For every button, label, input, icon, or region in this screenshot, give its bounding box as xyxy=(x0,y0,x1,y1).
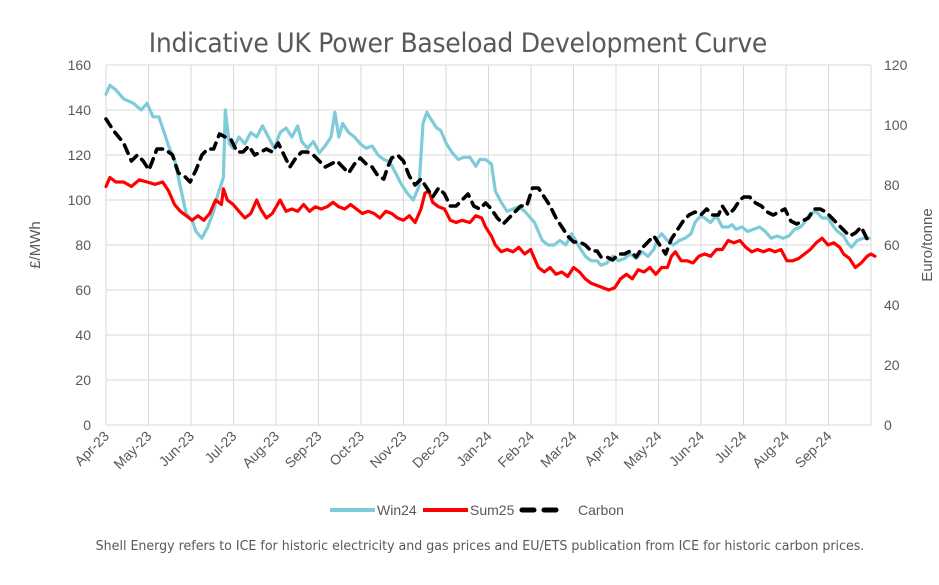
x-tick-label: May-24 xyxy=(620,428,664,472)
series-lines xyxy=(104,83,877,292)
y-axis-right-ticks: 0 20 40 60 80 100 120 xyxy=(884,57,908,433)
x-tick-label: Aug-23 xyxy=(239,428,282,471)
y2-tick-label: 20 xyxy=(884,357,900,373)
y-tick-label: 120 xyxy=(68,147,92,163)
y2-tick-label: 100 xyxy=(884,117,908,133)
legend-item-carbon: Carbon xyxy=(519,502,624,518)
legend-item-sum25: Sum25 xyxy=(423,502,515,518)
x-tick-label: Sep-24 xyxy=(791,428,834,471)
series-line-win24 xyxy=(104,83,871,267)
x-tick-label: Dec-23 xyxy=(409,428,452,471)
x-tick-label: Apr-24 xyxy=(581,428,622,469)
y2-tick-label: 60 xyxy=(884,237,900,253)
x-tick-label: Jul-23 xyxy=(201,428,239,466)
chart-title: Indicative UK Power Baseload Development… xyxy=(148,28,768,59)
x-tick-label: May-23 xyxy=(110,428,154,472)
y-tick-label: 140 xyxy=(68,102,92,118)
y2-tick-label: 80 xyxy=(884,177,900,193)
x-tick-label: Feb-24 xyxy=(494,428,537,471)
series-line-sum25 xyxy=(104,175,877,292)
y-tick-label: 20 xyxy=(75,372,91,388)
y-axis-left-title: £/MWh xyxy=(27,221,44,269)
legend-label: Carbon xyxy=(578,502,624,518)
x-tick-label: Aug-24 xyxy=(749,428,792,471)
y-tick-label: 60 xyxy=(75,282,91,298)
y-tick-label: 160 xyxy=(68,57,92,73)
legend-label: Win24 xyxy=(377,502,417,518)
x-tick-label: Jun-23 xyxy=(156,428,198,470)
x-tick-label: Mar-24 xyxy=(537,428,580,471)
y2-tick-label: 120 xyxy=(884,57,908,73)
y-tick-label: 100 xyxy=(68,192,92,208)
x-tick-label: Jul-24 xyxy=(711,428,749,466)
y-tick-label: 0 xyxy=(83,417,91,433)
y2-tick-label: 0 xyxy=(884,417,892,433)
y-axis-left-ticks: 0 20 40 60 80 100 120 140 160 xyxy=(68,57,92,433)
y2-tick-label: 40 xyxy=(884,297,900,313)
x-tick-label: Oct-23 xyxy=(326,428,367,469)
y-axis-right-title: Euro/tonne xyxy=(919,208,936,281)
legend: Win24 Sum25 Carbon xyxy=(330,502,624,518)
x-tick-label: Jun-24 xyxy=(666,428,708,470)
footnote: Shell Energy refers to ICE for historic … xyxy=(95,539,865,554)
x-tick-label: Nov-23 xyxy=(366,428,409,471)
gridlines xyxy=(105,64,872,426)
series-line-carbon xyxy=(104,117,869,262)
legend-item-win24: Win24 xyxy=(330,502,417,518)
x-tick-label: Sep-23 xyxy=(281,428,324,471)
x-tick-label: Jan-24 xyxy=(453,428,495,470)
y-tick-label: 80 xyxy=(75,237,91,253)
y-tick-label: 40 xyxy=(75,327,91,343)
x-tick-label: Apr-23 xyxy=(71,428,112,469)
legend-label: Sum25 xyxy=(470,502,515,518)
